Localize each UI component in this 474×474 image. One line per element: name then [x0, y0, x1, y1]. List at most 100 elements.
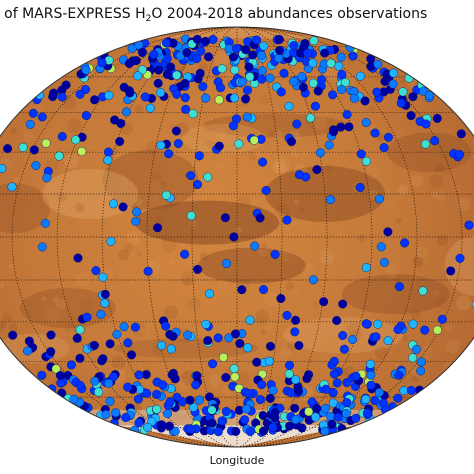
- observation-point: [268, 422, 278, 432]
- albedo-texture: [275, 130, 283, 139]
- albedo-texture: [445, 325, 451, 331]
- observation-point: [166, 344, 176, 354]
- observation-point: [133, 71, 143, 81]
- observation-point: [421, 139, 431, 149]
- observation-point: [259, 285, 269, 295]
- albedo-texture: [159, 180, 168, 189]
- observation-point: [93, 387, 103, 397]
- observation-point: [170, 426, 180, 436]
- observation-point: [388, 79, 398, 89]
- albedo-texture: [64, 322, 75, 332]
- albedo-texture: [75, 272, 90, 287]
- observation-point: [91, 266, 101, 276]
- observation-point: [104, 90, 114, 100]
- observation-point: [286, 388, 296, 398]
- map-title: ution of MARS-EXPRESS H2O 2004-2018 abun…: [0, 6, 428, 24]
- albedo-texture: [182, 277, 192, 286]
- observation-point: [182, 48, 192, 58]
- observation-point: [245, 427, 255, 437]
- observation-point: [424, 90, 434, 100]
- observation-point: [338, 299, 348, 309]
- observation-point: [130, 322, 140, 332]
- albedo-texture: [41, 296, 46, 302]
- observation-point: [118, 202, 128, 212]
- albedo-texture: [395, 217, 403, 224]
- albedo-texture: [290, 149, 300, 158]
- observation-point: [432, 113, 442, 123]
- albedo-texture: [181, 271, 196, 286]
- observation-point: [310, 101, 320, 111]
- observation-point: [319, 297, 329, 307]
- observation-point: [241, 94, 251, 104]
- observation-point: [69, 394, 79, 404]
- observation-point: [326, 195, 336, 205]
- observation-point: [455, 149, 465, 159]
- observation-point: [282, 215, 292, 225]
- observation-point: [97, 356, 107, 366]
- albedo-texture: [443, 169, 450, 176]
- observation-point: [121, 413, 131, 423]
- albedo-texture: [255, 315, 268, 327]
- observation-point: [145, 103, 155, 113]
- observation-point: [248, 50, 258, 60]
- observation-point: [157, 420, 167, 430]
- observation-point: [229, 364, 239, 374]
- observation-point: [326, 411, 336, 421]
- observation-point: [162, 69, 172, 79]
- observation-point: [101, 410, 111, 420]
- observation-point: [220, 213, 230, 223]
- observation-point: [75, 353, 85, 363]
- albedo-texture: [275, 203, 290, 219]
- observation-point: [188, 109, 198, 119]
- observation-point: [328, 90, 338, 100]
- observation-point: [3, 144, 13, 154]
- albedo-blotch: [444, 235, 474, 296]
- observation-point: [217, 64, 227, 74]
- albedo-texture: [357, 233, 367, 243]
- observation-point: [372, 87, 382, 97]
- observation-point: [416, 366, 426, 376]
- observation-point: [394, 370, 404, 380]
- observation-point: [258, 411, 268, 421]
- observation-point: [7, 182, 17, 192]
- observation-point: [270, 249, 280, 259]
- albedo-texture: [260, 243, 268, 251]
- observation-point: [264, 356, 274, 366]
- observation-point: [96, 309, 106, 319]
- observation-point: [291, 415, 301, 425]
- observation-point: [106, 236, 116, 246]
- observation-point: [351, 371, 361, 381]
- observation-point: [154, 65, 164, 75]
- albedo-texture: [141, 215, 146, 220]
- observation-point: [394, 282, 404, 292]
- observation-point: [72, 333, 82, 343]
- observation-point: [218, 352, 228, 362]
- observation-point: [163, 409, 173, 419]
- observation-point: [261, 185, 271, 195]
- observation-point: [116, 118, 126, 128]
- albedo-texture: [134, 104, 144, 114]
- observation-point: [37, 242, 47, 252]
- observation-point: [259, 41, 269, 51]
- observation-point: [398, 87, 408, 97]
- observation-point: [294, 386, 304, 396]
- observation-point: [332, 316, 342, 326]
- observation-point: [379, 257, 389, 267]
- observation-point: [333, 412, 343, 422]
- albedo-texture: [386, 264, 400, 278]
- observation-point: [229, 232, 239, 242]
- observation-point: [25, 119, 35, 129]
- observation-point: [123, 382, 133, 392]
- observation-point: [383, 132, 393, 142]
- observation-point: [158, 380, 168, 390]
- observation-point: [290, 327, 300, 337]
- observation-point: [446, 266, 456, 276]
- observation-point: [198, 81, 208, 91]
- albedo-texture: [214, 51, 229, 67]
- observation-point: [279, 68, 289, 78]
- observation-point: [31, 160, 41, 170]
- observation-point: [366, 380, 376, 390]
- x-axis-label: Longitude: [209, 454, 265, 467]
- albedo-texture: [226, 73, 233, 80]
